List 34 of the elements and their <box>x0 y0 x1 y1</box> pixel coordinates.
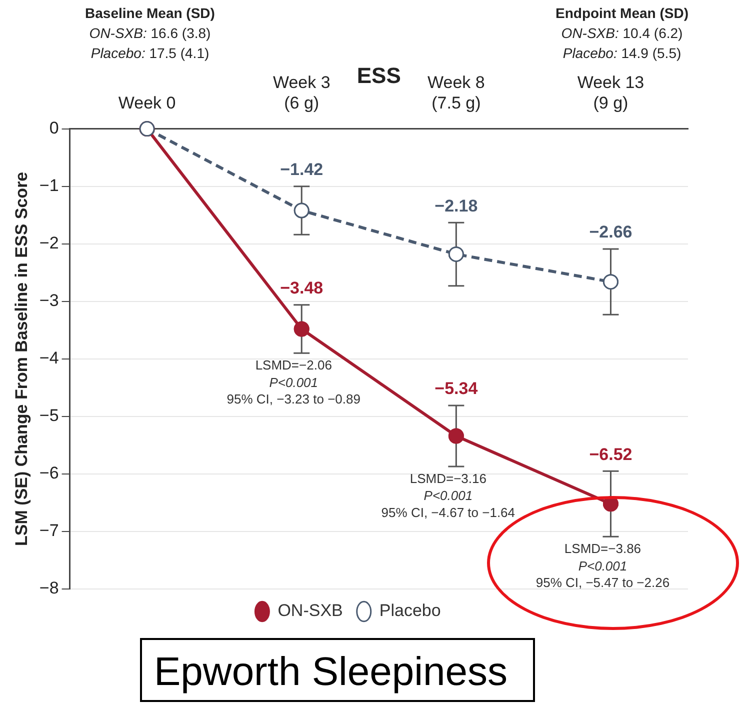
y-tick-label: −4 <box>39 348 59 368</box>
x-tick-label: Week 13 (9 g) <box>577 72 644 112</box>
y-tick-label: −2 <box>39 234 59 253</box>
y-tick-label: −6 <box>39 464 59 483</box>
legend-label: Placebo <box>379 601 441 620</box>
data-label: −6.52 <box>589 444 632 464</box>
annotation: LSMD=−3.86 P<0.001 95% CI, −5.47 to −2.26 <box>536 541 670 590</box>
data-label: −2.66 <box>589 222 632 242</box>
y-tick-label: −5 <box>39 406 59 426</box>
x-tick-label: Week 3 (6 g) <box>272 72 330 112</box>
text: Endpoint Mean (SD) ON-SXB: 10.4 (6.2) Placebo: 14.9 (5.5) <box>556 4 688 61</box>
x-tick-label: Week 8 (7.5 g) <box>428 72 485 112</box>
text: Epworth Sleepiness <box>140 638 535 702</box>
point <box>294 321 310 337</box>
y-tick-label: 0 <box>49 118 59 138</box>
y-tick-label: −3 <box>39 291 59 310</box>
y-tick-label: −8 <box>39 578 59 598</box>
data-label: −5.34 <box>434 379 478 398</box>
point <box>602 274 618 290</box>
data-label: −2.18 <box>434 196 478 216</box>
x-tick-label: Week 0 <box>118 93 176 112</box>
text: Baseline Mean (SD) ON-SXB: 16.6 (3.8) Placebo: 17.5 (4.1) <box>85 4 215 61</box>
legend-label: ON-SXB <box>278 601 343 620</box>
point <box>448 428 464 444</box>
point <box>448 246 464 262</box>
y-tick-label: −7 <box>39 521 59 540</box>
annotation: LSMD=−3.16 P<0.001 95% CI, −4.67 to −1.64 <box>381 471 516 520</box>
y-axis-title: LSM (SE) Change From Baseline in ESS Score <box>12 172 31 546</box>
annotation: LSMD=−2.06 P<0.001 95% CI, −3.23 to −0.89 <box>226 358 360 407</box>
y-tick-label: −1 <box>39 176 59 196</box>
point <box>294 202 310 218</box>
data-label: −1.42 <box>280 160 324 180</box>
data-label: −3.48 <box>280 278 324 298</box>
chart-title: ESS <box>356 63 401 88</box>
